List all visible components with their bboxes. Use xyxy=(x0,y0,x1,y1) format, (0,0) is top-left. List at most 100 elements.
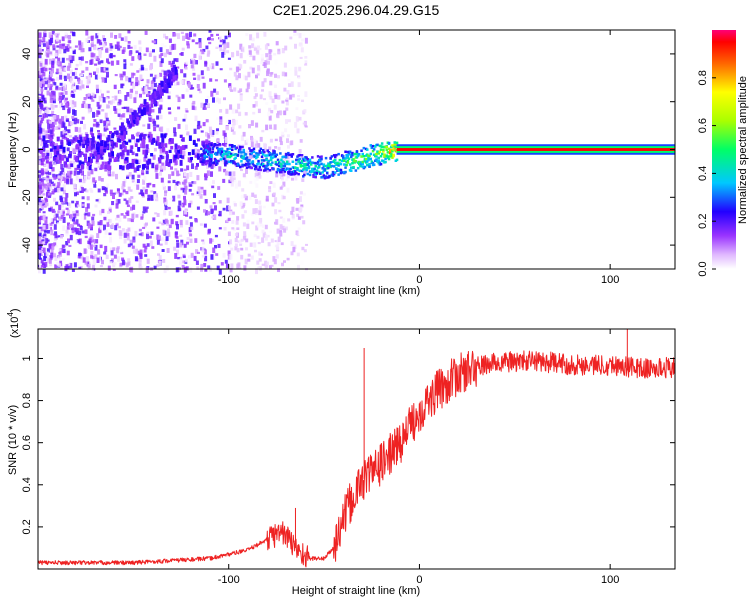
branch-cell xyxy=(165,79,169,86)
noise-cell xyxy=(194,115,198,122)
noise-cell xyxy=(149,50,153,54)
band-cell xyxy=(165,160,169,167)
noise-cell xyxy=(50,113,54,117)
noise-cell xyxy=(89,140,92,147)
noise-cell xyxy=(185,124,188,131)
noise-cell xyxy=(48,58,52,65)
noise-cell xyxy=(206,103,210,108)
noise-cell xyxy=(144,254,148,257)
noise-cell xyxy=(186,165,190,171)
noise-cell xyxy=(223,145,227,148)
track-cell xyxy=(251,160,255,163)
noise-cell xyxy=(256,173,260,179)
track-cell xyxy=(378,161,382,164)
noise-cell xyxy=(124,163,128,169)
branch-cell xyxy=(159,88,163,95)
track-cell xyxy=(308,158,312,161)
noise-cell xyxy=(143,249,147,253)
band-cell xyxy=(126,165,130,170)
noise-cell xyxy=(101,93,104,98)
band-cell xyxy=(181,155,185,159)
noise-cell xyxy=(163,197,167,200)
band-cell xyxy=(137,147,141,152)
noise-cell xyxy=(63,174,67,177)
noise-cell xyxy=(246,219,250,224)
noise-cell xyxy=(164,239,168,245)
noise-cell xyxy=(200,102,204,108)
noise-cell xyxy=(92,111,95,118)
noise-cell xyxy=(154,212,158,215)
noise-cell xyxy=(43,30,47,36)
noise-cell xyxy=(45,251,49,257)
noise-cell xyxy=(103,235,107,239)
noise-cell xyxy=(265,265,269,268)
noise-cell xyxy=(255,48,259,54)
noise-cell xyxy=(176,242,180,248)
band-cell xyxy=(72,137,76,142)
noise-cell xyxy=(42,214,46,221)
noise-cell xyxy=(190,252,194,258)
noise-cell xyxy=(86,79,90,85)
noise-cell xyxy=(305,243,308,246)
track-cell xyxy=(299,163,303,167)
noise-cell xyxy=(105,117,109,122)
noise-cell xyxy=(203,107,207,110)
noise-cell xyxy=(243,194,247,198)
noise-cell xyxy=(73,262,77,268)
noise-cell xyxy=(245,33,249,37)
band-cell xyxy=(129,149,133,153)
noise-cell xyxy=(216,265,220,271)
noise-cell xyxy=(277,51,281,54)
noise-cell xyxy=(101,186,105,191)
track-cell xyxy=(329,156,332,160)
noise-cell xyxy=(263,142,267,148)
snr-frame xyxy=(37,328,676,570)
noise-cell xyxy=(38,96,42,101)
noise-cell xyxy=(89,144,93,150)
noise-cell xyxy=(40,42,44,46)
noise-cell xyxy=(282,217,286,223)
track-cell xyxy=(280,170,283,174)
noise-cell xyxy=(71,94,75,97)
noise-cell xyxy=(57,57,61,63)
noise-cell xyxy=(86,268,90,272)
noise-cell xyxy=(218,210,222,217)
track-cell xyxy=(343,163,346,166)
track-cell xyxy=(332,165,336,168)
track-cell xyxy=(305,156,308,159)
noise-cell xyxy=(52,78,56,84)
noise-cell xyxy=(60,92,64,95)
noise-cell xyxy=(270,72,274,75)
track-cell xyxy=(274,155,277,158)
noise-cell xyxy=(281,71,285,77)
noise-cell xyxy=(239,64,243,69)
noise-cell xyxy=(47,192,51,196)
noise-cell xyxy=(95,84,99,89)
noise-cell xyxy=(190,64,194,69)
noise-cell xyxy=(99,119,103,124)
noise-cell xyxy=(108,207,112,213)
noise-cell xyxy=(48,120,52,124)
noise-cell xyxy=(93,46,97,51)
band-cell xyxy=(104,164,108,170)
noise-cell xyxy=(238,111,242,117)
noise-cell xyxy=(117,45,121,51)
noise-cell xyxy=(38,247,41,251)
track-cell xyxy=(348,163,352,166)
noise-cell xyxy=(297,95,300,98)
noise-cell xyxy=(94,204,98,208)
track-cell xyxy=(304,158,307,161)
track-cell xyxy=(318,163,321,167)
noise-cell xyxy=(285,97,289,101)
noise-cell xyxy=(271,98,275,103)
noise-cell xyxy=(44,197,48,201)
noise-cell xyxy=(79,177,83,181)
noise-cell xyxy=(49,51,53,55)
noise-cell xyxy=(236,248,240,253)
noise-cell xyxy=(270,238,274,243)
noise-cell xyxy=(126,204,130,208)
noise-cell xyxy=(204,255,208,262)
track-cell xyxy=(268,153,272,156)
noise-cell xyxy=(193,53,197,59)
noise-cell xyxy=(254,145,258,149)
